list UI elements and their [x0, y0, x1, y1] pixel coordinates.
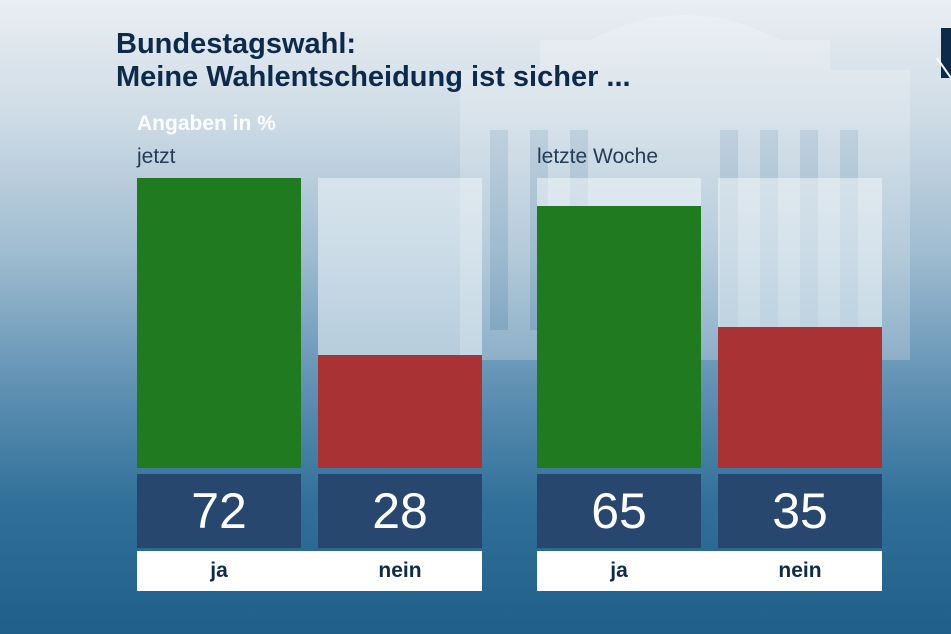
broadcaster-logo-icon [937, 28, 951, 78]
category-label-letzte-woche-ja: ja [610, 559, 628, 582]
bar-jetzt-nein [318, 355, 482, 468]
bar-slot-jetzt-nein [318, 178, 482, 468]
bar-letzte-woche-nein [718, 327, 882, 468]
group-label-jetzt: jetzt [137, 145, 176, 168]
category-label-jetzt-ja: ja [210, 559, 228, 582]
title-line-2: Meine Wahlentscheidung ist sicher ... [116, 61, 631, 93]
bar-jetzt-ja [137, 178, 301, 468]
value-label-letzte-woche-nein: 35 [718, 474, 882, 548]
title-line-1: Bundestagswahl: [116, 28, 357, 60]
category-strip-letzte-woche [537, 551, 882, 591]
bar-slot-jetzt-ja [137, 178, 301, 468]
value-label-jetzt-nein: 28 [318, 474, 482, 548]
unit-label: Angaben in % [137, 112, 276, 135]
group-label-letzte-woche: letzte Woche [537, 145, 659, 168]
chart-title: Bundestagswahl: Meine Wahlentscheidung i… [116, 28, 631, 94]
bar-letzte-woche-ja [537, 206, 701, 468]
category-strip-jetzt [137, 551, 482, 591]
category-label-letzte-woche-nein: nein [778, 559, 822, 582]
value-label-jetzt-ja: 72 [137, 474, 301, 548]
value-label-letzte-woche-ja: 65 [537, 474, 701, 548]
category-label-jetzt-nein: nein [378, 559, 422, 582]
bar-slot-letzte-woche-ja [537, 178, 701, 468]
bar-slot-letzte-woche-nein [718, 178, 882, 468]
